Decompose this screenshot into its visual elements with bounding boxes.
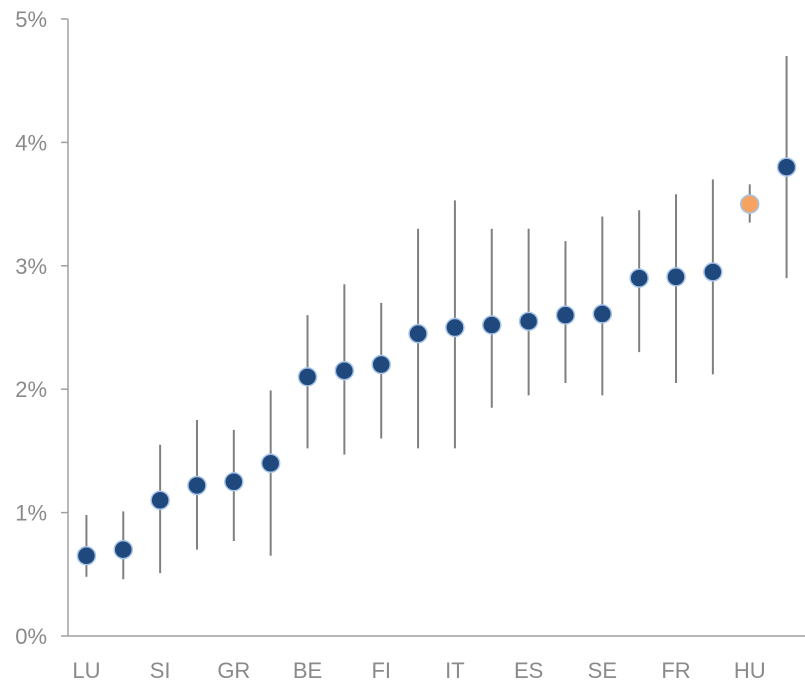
data-point xyxy=(482,315,502,335)
y-tick-label: 4% xyxy=(15,130,47,155)
y-tick-labels: 0% 1% 2% 3% 4% 5% xyxy=(15,7,47,649)
x-tick-label: FI xyxy=(371,658,391,683)
axes xyxy=(61,18,805,637)
data-point xyxy=(445,317,465,338)
data-point xyxy=(187,475,207,496)
x-tick-label: LU xyxy=(72,658,100,683)
points xyxy=(76,157,797,566)
data-point xyxy=(776,157,797,177)
data-point xyxy=(408,323,428,344)
data-point xyxy=(555,305,576,325)
x-tick-labels: LU SI GR BE FI IT ES SE FR HU xyxy=(72,658,765,683)
x-tick-label: IT xyxy=(445,658,465,683)
y-tick-label: 5% xyxy=(15,7,47,32)
data-point xyxy=(150,490,170,511)
data-point xyxy=(592,304,613,324)
x-tick-label: SI xyxy=(150,658,171,683)
x-tick-label: ES xyxy=(514,658,543,683)
y-tick-label: 3% xyxy=(15,254,47,279)
y-tick-label: 2% xyxy=(15,377,47,402)
whiskers xyxy=(85,56,788,580)
data-point xyxy=(666,267,686,287)
data-point xyxy=(76,546,97,566)
x-tick-label: BE xyxy=(293,658,322,683)
x-tick-label: FR xyxy=(661,658,690,683)
data-point xyxy=(224,472,244,492)
y-tick-label: 0% xyxy=(15,624,47,649)
x-tick-label: HU xyxy=(734,658,766,683)
data-point xyxy=(518,311,539,332)
y-tick-label: 1% xyxy=(15,501,47,526)
data-point xyxy=(371,354,391,375)
x-tick-label: SE xyxy=(588,658,617,683)
data-point xyxy=(297,367,318,387)
data-point xyxy=(629,268,649,288)
x-tick-label: GR xyxy=(217,658,250,683)
data-point xyxy=(113,539,134,560)
data-point xyxy=(334,360,355,381)
highlighted-data-point xyxy=(739,194,760,214)
data-point xyxy=(260,453,281,473)
data-point xyxy=(703,262,723,282)
